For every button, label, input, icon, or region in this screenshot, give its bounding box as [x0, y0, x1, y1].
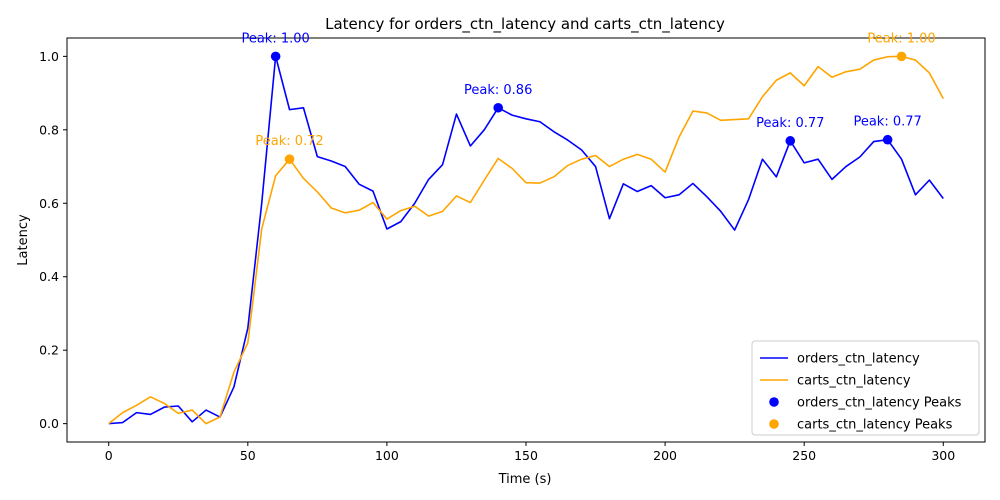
legend-label: carts_ctn_latency: [797, 374, 911, 389]
peak-marker-orders_ctn_latency: [493, 102, 503, 113]
x-tick-label: 50: [240, 448, 256, 463]
peak-marker-orders_ctn_latency: [785, 136, 796, 146]
y-tick-label: 1.0: [39, 49, 59, 64]
peak-marker-carts_ctn_latency: [896, 51, 907, 62]
plot-area: 0 50 100 150 200 250 300 0.0 0.2 0.4 0.6 0.8 1.0 Peak…: [39, 31, 986, 463]
x-tick-label: 0: [105, 448, 113, 463]
legend-label: carts_ctn_latency Peaks: [797, 418, 953, 433]
series-line-orders_ctn_latency: [108, 55, 944, 425]
y-tick-label: 0.8: [39, 122, 59, 137]
y-tick-label: 0.2: [39, 343, 59, 358]
legend-marker-swatch: [769, 419, 779, 429]
y-tick-label: 0.6: [39, 196, 59, 211]
x-tick-label: 250: [792, 448, 816, 463]
y-tick-label: 0.4: [39, 269, 59, 284]
y-axis-label: Latency: [16, 214, 31, 266]
peak-marker-orders_ctn_latency: [882, 134, 893, 145]
peak-label-orders_ctn_latency: Peak: 0.77: [853, 115, 921, 130]
x-tick-label: 200: [653, 448, 677, 463]
peak-label-carts_ctn_latency: Peak: 1.00: [867, 31, 935, 46]
x-tick-label: 300: [931, 448, 955, 463]
series-line-carts_ctn_latency: [108, 55, 944, 425]
x-tick-label: 100: [375, 448, 399, 463]
peak-label-orders_ctn_latency: Peak: 0.86: [464, 83, 532, 98]
x-tick-label: 150: [514, 448, 538, 463]
legend-label: orders_ctn_latency: [797, 352, 920, 367]
y-tick-label: 0.0: [39, 416, 59, 431]
peak-label-orders_ctn_latency: Peak: 0.77: [756, 116, 824, 131]
chart-title: Latency for orders_ctn_latency and carts…: [325, 15, 725, 34]
peak-label-carts_ctn_latency: Peak: 0.72: [255, 134, 323, 149]
peak-marker-carts_ctn_latency: [284, 154, 295, 164]
peak-label-orders_ctn_latency: Peak: 1.00: [241, 31, 309, 46]
legend-marker-swatch: [769, 397, 779, 407]
legend-label: orders_ctn_latency Peaks: [797, 396, 962, 411]
legend-box: [751, 340, 980, 436]
peak-marker-orders_ctn_latency: [270, 51, 281, 62]
legend: orders_ctn_latency carts_ctn_latencyorder…: [751, 340, 980, 436]
x-axis-label: Time (s): [498, 472, 552, 487]
